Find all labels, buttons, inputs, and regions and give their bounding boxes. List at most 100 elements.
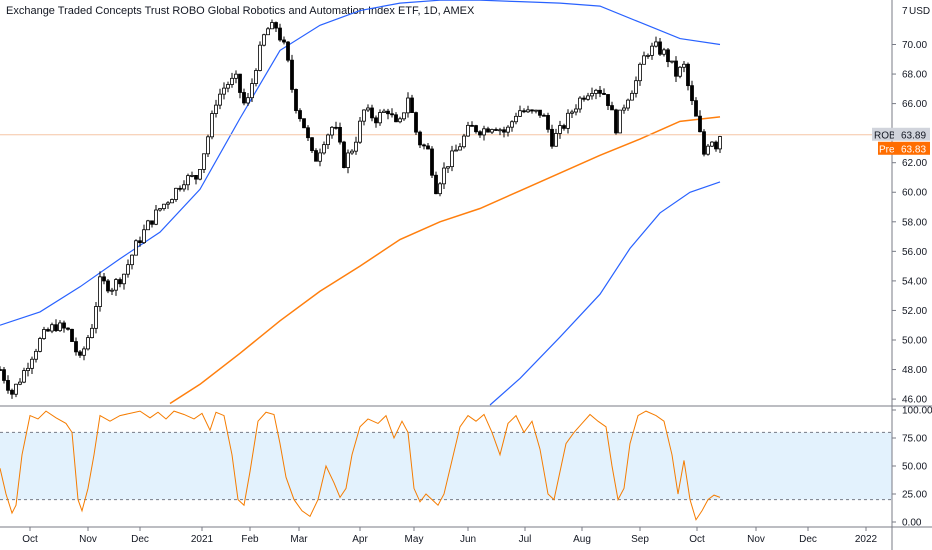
- price-tick-label: 68.00: [902, 70, 927, 81]
- moving-average-line: [169, 116, 721, 405]
- candle-body: [526, 109, 530, 113]
- price-tag-bg: [894, 127, 930, 141]
- candle-body: [98, 276, 102, 307]
- candle-body: [0, 369, 2, 371]
- candle-body: [326, 134, 330, 146]
- candle-body: [146, 220, 150, 231]
- candle-body: [370, 107, 374, 119]
- candle-body: [30, 358, 34, 369]
- candle-body: [574, 108, 578, 113]
- candle-body: [598, 89, 602, 94]
- candle-body: [34, 350, 38, 360]
- candle-body: [634, 80, 638, 94]
- osc-tick-label: 0.00: [902, 518, 922, 529]
- candle-body: [90, 327, 94, 339]
- candle-body: [590, 93, 594, 97]
- candle-body: [498, 129, 502, 132]
- candle-body: [470, 124, 474, 127]
- candle-body: [646, 54, 650, 57]
- candle-body: [242, 92, 246, 104]
- candle-body: [430, 148, 434, 176]
- candle-body: [694, 100, 698, 117]
- candle-body: [286, 41, 290, 61]
- candle-body: [138, 240, 142, 244]
- price-tick-label: 56.00: [902, 247, 927, 258]
- candle-body: [410, 97, 414, 113]
- candle-body: [66, 327, 70, 330]
- candle-body: [114, 279, 118, 291]
- currency-label: USD: [909, 6, 930, 17]
- candle-body: [130, 254, 134, 266]
- candle-body: [398, 118, 402, 123]
- time-tick-label: May: [405, 534, 424, 545]
- candle-body: [282, 39, 286, 43]
- candle-body: [690, 85, 694, 102]
- candle-body: [314, 150, 318, 162]
- candle-body: [638, 63, 642, 82]
- candle-body: [514, 115, 518, 123]
- price-tick-label: 70.00: [902, 40, 927, 51]
- candle-body: [442, 167, 446, 185]
- candle-body: [626, 99, 630, 109]
- candle-body: [226, 84, 230, 89]
- candle-body: [670, 60, 674, 63]
- candle-body: [178, 187, 182, 190]
- candle-body: [666, 49, 670, 63]
- candle-body: [354, 141, 358, 152]
- candle-body: [466, 124, 470, 137]
- symbol-tag: ROBO: [874, 130, 904, 141]
- candle-body: [458, 146, 462, 151]
- time-tick-label: Nov: [747, 534, 765, 545]
- candle-body: [674, 60, 678, 77]
- price-tick-label: 58.00: [902, 217, 927, 228]
- time-tick-label: Dec: [131, 534, 149, 545]
- candle-body: [554, 133, 558, 147]
- candle-body: [254, 70, 258, 84]
- price-tick-label-top: 7: [902, 6, 908, 17]
- oscillator-line: [0, 410, 721, 521]
- candle-body: [118, 279, 122, 285]
- candle-body: [494, 129, 498, 131]
- time-tick-label: Feb: [241, 534, 259, 545]
- candle-body: [602, 92, 606, 95]
- candle-body: [202, 153, 206, 170]
- candle-body: [502, 129, 506, 133]
- candle-body: [606, 94, 610, 106]
- candle-body: [718, 136, 722, 150]
- candle-body: [78, 351, 82, 356]
- pre-tag-value: 63.83: [901, 144, 926, 155]
- candle-body: [50, 324, 54, 332]
- candle-body: [214, 104, 218, 114]
- pre-tag-bg: [878, 141, 894, 155]
- candle-body: [230, 77, 234, 85]
- candle-body: [338, 126, 342, 143]
- time-tick-label: Apr: [352, 534, 368, 545]
- time-tick-label: Oct: [689, 534, 705, 545]
- candle-body: [22, 370, 26, 383]
- candle-body: [270, 22, 274, 30]
- candle-body: [54, 324, 58, 332]
- candle-body: [478, 131, 482, 136]
- candle-body: [686, 63, 690, 87]
- candle-body: [278, 27, 282, 41]
- price-tick-label: 46.00: [902, 395, 927, 406]
- time-tick-label: Jun: [460, 534, 476, 545]
- osc-tick-label: 50.00: [902, 462, 927, 473]
- candle-body: [630, 92, 634, 101]
- candle-body: [262, 34, 266, 46]
- time-tick-label: Jul: [519, 534, 532, 545]
- candle-body: [246, 97, 250, 104]
- candle-body: [82, 348, 86, 356]
- candle-body: [538, 109, 542, 116]
- candle-body: [150, 220, 154, 225]
- candle-body: [390, 113, 394, 116]
- candle-body: [346, 152, 350, 168]
- candle-body: [322, 144, 326, 154]
- candle-body: [2, 369, 6, 381]
- candle-body: [106, 280, 110, 292]
- candle-body: [650, 45, 654, 56]
- candle-body: [622, 107, 626, 111]
- candle-body: [702, 131, 706, 155]
- candle-body: [618, 109, 622, 134]
- osc-tick-label: 25.00: [902, 490, 927, 501]
